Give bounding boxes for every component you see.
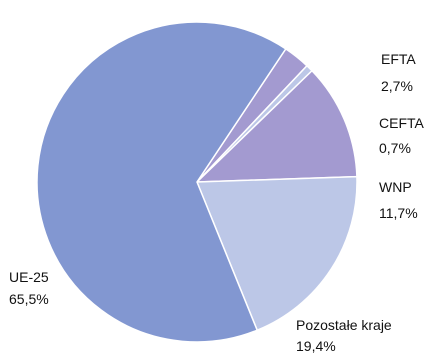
efta-label: EFTA <box>381 51 416 67</box>
ue25-value: 65,5% <box>9 291 49 307</box>
pie-slice-wnp <box>196 69 358 183</box>
wnp-value: 11,7% <box>379 205 418 221</box>
pie-slice-ue-25 <box>36 21 287 343</box>
efta-value: 2,7% <box>381 78 413 94</box>
pozostale-label: Pozostałe kraje <box>296 317 392 333</box>
slice-label-efta: EFTA 2,7% <box>381 51 416 94</box>
pie-slices <box>36 21 358 343</box>
slice-label-wnp: WNP 11,7% <box>379 179 418 221</box>
pozostale-value: 19,4% <box>296 338 336 353</box>
slice-label-ue25: UE-25 65,5% <box>9 269 49 307</box>
cefta-value: 0,7% <box>379 140 411 156</box>
pie-slice-pozosta-e-kraje <box>196 175 358 331</box>
slice-label-pozostale: Pozostałe kraje 19,4% <box>296 317 392 353</box>
slice-label-cefta: CEFTA 0,7% <box>379 115 425 156</box>
wnp-label: WNP <box>379 179 412 195</box>
cefta-label: CEFTA <box>379 115 425 131</box>
ue25-label: UE-25 <box>9 269 49 285</box>
